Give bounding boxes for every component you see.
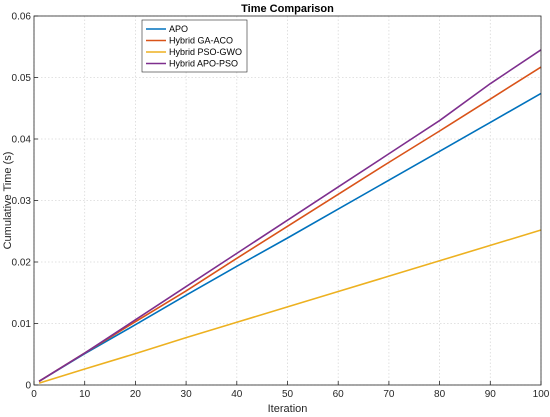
series-line-3 bbox=[38, 229, 542, 384]
x-tick-label: 90 bbox=[485, 389, 497, 400]
x-tick-label: 0 bbox=[31, 389, 37, 400]
x-tick-label: 50 bbox=[282, 389, 294, 400]
x-tick-label: 70 bbox=[383, 389, 395, 400]
x-tick-label: 30 bbox=[181, 389, 193, 400]
y-tick-label: 0.02 bbox=[12, 258, 32, 269]
x-tick-labels: 0 10 20 30 40 50 60 70 80 90 100 bbox=[31, 389, 550, 400]
series-line-1 bbox=[38, 92, 542, 382]
ticks bbox=[33, 15, 542, 386]
y-tick-label: 0.03 bbox=[12, 196, 32, 207]
series-line-2 bbox=[38, 66, 542, 382]
x-tick-label: 60 bbox=[333, 389, 345, 400]
series-line-4 bbox=[38, 49, 542, 382]
y-tick-label: 0.01 bbox=[12, 319, 32, 330]
y-tick-label: 0.04 bbox=[12, 135, 32, 146]
x-tick-label: 100 bbox=[533, 389, 550, 400]
y-axis-title: Cumulative Time (s) bbox=[2, 152, 14, 250]
x-tick-label: 10 bbox=[79, 389, 91, 400]
chart-title: Time Comparison bbox=[241, 3, 334, 15]
x-tick-label: 40 bbox=[231, 389, 243, 400]
y-tick-label: 0.06 bbox=[12, 12, 32, 23]
legend-label: Hybrid GA-ACO bbox=[169, 36, 233, 46]
legend-label: APO bbox=[169, 24, 188, 34]
x-tick-label: 20 bbox=[130, 389, 142, 400]
x-axis-title: Iteration bbox=[268, 403, 308, 415]
x-tick-label: 80 bbox=[434, 389, 446, 400]
legend-label: Hybrid APO-PSO bbox=[169, 59, 238, 69]
y-tick-labels: 0 0.01 0.02 0.03 0.04 0.05 0.06 bbox=[12, 12, 32, 392]
legend-label: Hybrid PSO-GWO bbox=[169, 47, 242, 57]
y-tick-label: 0.05 bbox=[12, 73, 32, 84]
series-lines bbox=[38, 49, 542, 384]
y-tick-label: 0 bbox=[25, 381, 31, 392]
